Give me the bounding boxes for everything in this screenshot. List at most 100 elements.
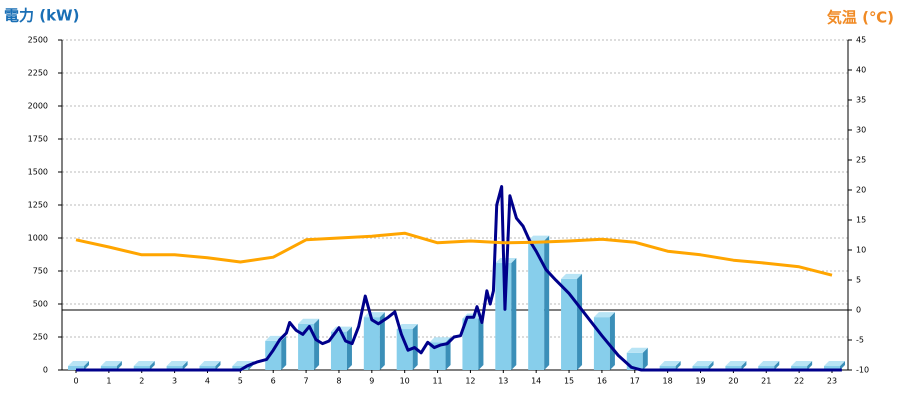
bar-top <box>199 361 221 366</box>
bar-side <box>445 337 451 370</box>
y2-tick-label: 10 <box>856 246 866 255</box>
bar-top <box>561 273 583 279</box>
x-tick-label: 8 <box>336 377 341 386</box>
x-tick-label: 17 <box>630 377 640 386</box>
x-tick-label: 16 <box>597 377 607 386</box>
y-tick-label: 1000 <box>28 234 48 243</box>
bar-side <box>346 326 352 370</box>
x-tick-label: 21 <box>761 377 771 386</box>
y2-tick-label: -10 <box>856 366 869 375</box>
bar-top <box>298 318 320 324</box>
bar-front <box>133 366 150 370</box>
x-tick-label: 3 <box>172 377 177 386</box>
x-tick-label: 9 <box>369 377 374 386</box>
x-tick-label: 10 <box>400 377 410 386</box>
y-tick-label: 2250 <box>28 69 48 78</box>
bar-front <box>692 366 709 370</box>
y2-axis-label: 気温 (℃) <box>827 9 894 27</box>
x-tick-label: 11 <box>432 377 442 386</box>
y-tick-label: 500 <box>33 300 48 309</box>
bar-side <box>642 347 648 370</box>
bar-top <box>166 361 188 366</box>
bar-side <box>741 361 747 370</box>
y2-tick-label: 40 <box>856 66 866 75</box>
y-tick-label: 0 <box>43 366 48 375</box>
bar-side <box>215 361 221 370</box>
bar-top <box>791 361 813 366</box>
y2-tick-label: 45 <box>856 36 866 45</box>
y-tick-label: 1750 <box>28 135 48 144</box>
x-tick-label: 2 <box>139 377 144 386</box>
x-tick-label: 12 <box>465 377 475 386</box>
bar-side <box>609 312 615 370</box>
bar-top <box>593 312 615 318</box>
x-tick-label: 0 <box>73 377 78 386</box>
x-tick-label: 23 <box>827 377 837 386</box>
y2-tick-label: 30 <box>856 126 866 135</box>
x-tick-label: 19 <box>695 377 705 386</box>
y-tick-label: 2500 <box>28 36 48 45</box>
bar-top <box>133 361 155 366</box>
bar-top <box>659 361 681 366</box>
bar-top <box>100 361 122 366</box>
x-tick-label: 14 <box>531 377 541 386</box>
bar-front <box>68 366 84 370</box>
bar-side <box>182 361 188 370</box>
bar-side <box>478 313 484 370</box>
bar-side <box>116 361 122 370</box>
bar-side <box>708 361 714 370</box>
y-tick-label: 1250 <box>28 201 48 210</box>
bar-top <box>725 361 747 366</box>
bar-side <box>379 312 385 370</box>
bar-side <box>774 361 780 370</box>
bar-front <box>758 366 775 370</box>
x-tick-label: 6 <box>271 377 276 386</box>
bar-side <box>807 361 813 370</box>
bar-front <box>462 318 479 370</box>
y-tick-label: 2000 <box>28 102 48 111</box>
temperature-line <box>75 231 833 277</box>
bar-front <box>265 340 282 370</box>
bar-top <box>824 361 845 366</box>
bar-side <box>840 361 845 370</box>
bar-front <box>659 366 676 370</box>
bar-top <box>396 324 418 330</box>
bar-front <box>725 366 742 370</box>
bar-front <box>363 317 380 370</box>
x-tick-label: 18 <box>663 377 673 386</box>
x-tick-label: 5 <box>238 377 243 386</box>
bar-side <box>544 235 550 370</box>
bar-side <box>675 361 681 370</box>
x-tick-label: 22 <box>794 377 804 386</box>
bar-top <box>68 361 89 366</box>
x-tick-label: 15 <box>564 377 574 386</box>
x-tick-label: 7 <box>304 377 309 386</box>
bar-front <box>396 329 413 370</box>
bar-side <box>511 258 517 370</box>
bar-front <box>791 366 808 370</box>
bar-front <box>528 240 545 370</box>
bar-front <box>429 342 446 370</box>
bar-side <box>314 318 320 370</box>
y2-tick-label: 20 <box>856 186 866 195</box>
bar-side <box>577 273 583 370</box>
bar-side <box>149 361 155 370</box>
bar-top <box>692 361 714 366</box>
y-tick-label: 1500 <box>28 168 48 177</box>
y-tick-label: 250 <box>33 333 48 342</box>
bar-top <box>758 361 780 366</box>
y-axis-label: 電力 (kW) <box>4 7 79 25</box>
bar-front <box>330 331 347 370</box>
y2-tick-label: 25 <box>856 156 866 165</box>
x-tick-label: 13 <box>498 377 508 386</box>
y2-tick-label: -5 <box>856 336 864 345</box>
bar-front <box>561 278 578 370</box>
y2-tick-label: 5 <box>856 276 861 285</box>
bar-front <box>495 263 512 370</box>
y-tick-label: 750 <box>33 267 48 276</box>
bar-side <box>84 361 89 370</box>
bar-top <box>626 347 648 353</box>
power-line <box>76 185 842 372</box>
x-tick-label: 1 <box>106 377 111 386</box>
